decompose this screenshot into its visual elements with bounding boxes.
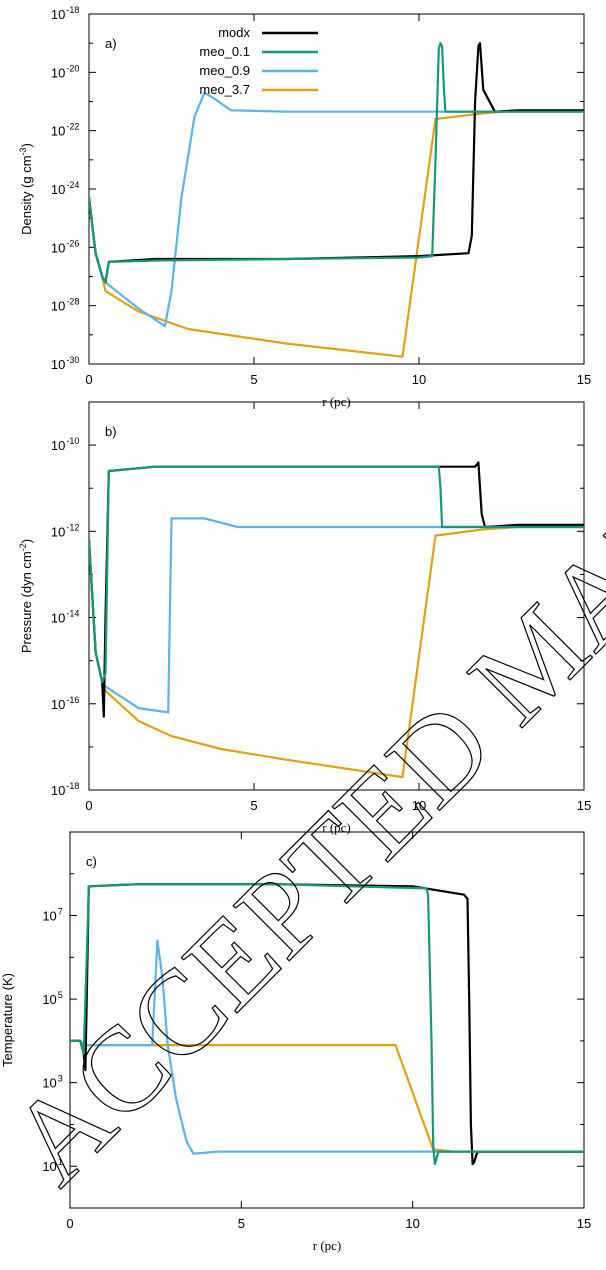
plot-frame: [88, 401, 585, 791]
y-tick-exponent: -18: [66, 5, 79, 15]
y-tick-label: 10-16: [51, 695, 79, 712]
x-tick-label: 0: [85, 372, 92, 387]
series-line-modx: [89, 42, 584, 284]
y-tick-exponent: -26: [66, 238, 79, 248]
x-tick-label: 5: [250, 798, 257, 813]
y-tick-exponent: -30: [66, 355, 79, 365]
y-axis-label: Pressure (dyn cm-2): [18, 539, 34, 653]
plot-frame: [69, 831, 585, 1209]
y-tick-exponent: -10: [66, 436, 79, 446]
y-tick-label: 10-18: [51, 781, 79, 798]
y-tick-label: 10-14: [51, 609, 79, 626]
panel-label: c): [86, 854, 97, 869]
series-line-meo_0-9: [89, 91, 584, 328]
y-tick-exponent: -20: [66, 63, 79, 73]
y-tick-label: 10-20: [51, 63, 79, 80]
x-tick-label: 10: [412, 798, 426, 813]
y-tick-exponent: 5: [58, 990, 63, 1000]
y-axis-label: Temperature (K): [0, 973, 15, 1067]
series-line-meo_3-7: [89, 109, 584, 358]
x-tick-label: 5: [238, 1216, 245, 1231]
y-tick-exponent: -14: [66, 609, 79, 619]
y-tick-label: 10-10: [51, 436, 79, 453]
panel-label: a): [105, 36, 117, 51]
y-tick-exponent: 7: [58, 907, 63, 917]
legend-label: modx: [218, 25, 250, 40]
panel-density: 0 5 10 15 10-30 10-28 10-26 10-24 10-22 10-20 10-1…: [18, 5, 591, 409]
y-tick-label: 10-12: [51, 522, 79, 539]
y-axis-label-sup: -2: [18, 543, 28, 551]
x-tick-label: 10: [412, 372, 426, 387]
series-line-modx: [70, 883, 584, 1166]
y-tick-label: 10-22: [51, 122, 79, 139]
y-tick-exponent: -16: [66, 695, 79, 705]
x-tick-label: 10: [405, 1216, 419, 1231]
x-axis-label: r (pc): [313, 1238, 342, 1253]
y-tick-exponent: -18: [66, 781, 79, 791]
y-axis-label-end: ): [19, 539, 34, 543]
y-axis-label-end: ): [19, 143, 34, 147]
y-tick-label: 107: [42, 907, 62, 924]
y-axis-label-main: Pressure (dyn cm: [19, 551, 34, 653]
x-tick-label: 0: [85, 798, 92, 813]
x-tick-label: 5: [250, 372, 257, 387]
y-axis-label-sup: -3: [18, 147, 28, 155]
legend-label: meo_0.9: [199, 63, 250, 78]
y-tick-exponent: -22: [66, 122, 79, 132]
watermark-text: ACCEPTED MANUSCRIPT: [0, 108, 606, 1209]
y-axis-label-main: Temperature (K): [0, 973, 15, 1067]
legend-label: meo_0.1: [199, 44, 250, 59]
legend-label: meo_3.7: [199, 82, 250, 97]
x-tick-label: 15: [577, 1216, 591, 1231]
x-axis-label: r (pc): [322, 820, 351, 835]
y-tick-label: 10-26: [51, 238, 79, 255]
panel-label: b): [105, 424, 117, 439]
y-tick-exponent: -28: [66, 297, 79, 307]
y-tick-exponent: 3: [58, 1074, 63, 1084]
y-tick-label: 10-30: [51, 355, 79, 372]
x-tick-label: 15: [577, 798, 591, 813]
y-tick-label: 10-24: [51, 180, 79, 197]
x-tick-label: 15: [577, 372, 591, 387]
y-tick-label: 10-18: [51, 5, 79, 22]
plot-frame: [88, 13, 585, 365]
y-tick-label: 105: [42, 990, 62, 1007]
y-axis-label-main: Density (g cm: [19, 155, 34, 234]
y-tick-exponent: -12: [66, 522, 79, 532]
series-line-meo_0-1: [70, 883, 584, 1166]
y-tick-exponent: -24: [66, 180, 79, 190]
y-axis-label: Density (g cm-3): [18, 143, 34, 235]
series-line-meo_0-1: [89, 465, 584, 684]
series-line-meo_0-1: [89, 42, 584, 284]
y-tick-label: 10-28: [51, 297, 79, 314]
y-tick-exponent: 1: [58, 1157, 63, 1167]
x-tick-label: 0: [66, 1216, 73, 1231]
